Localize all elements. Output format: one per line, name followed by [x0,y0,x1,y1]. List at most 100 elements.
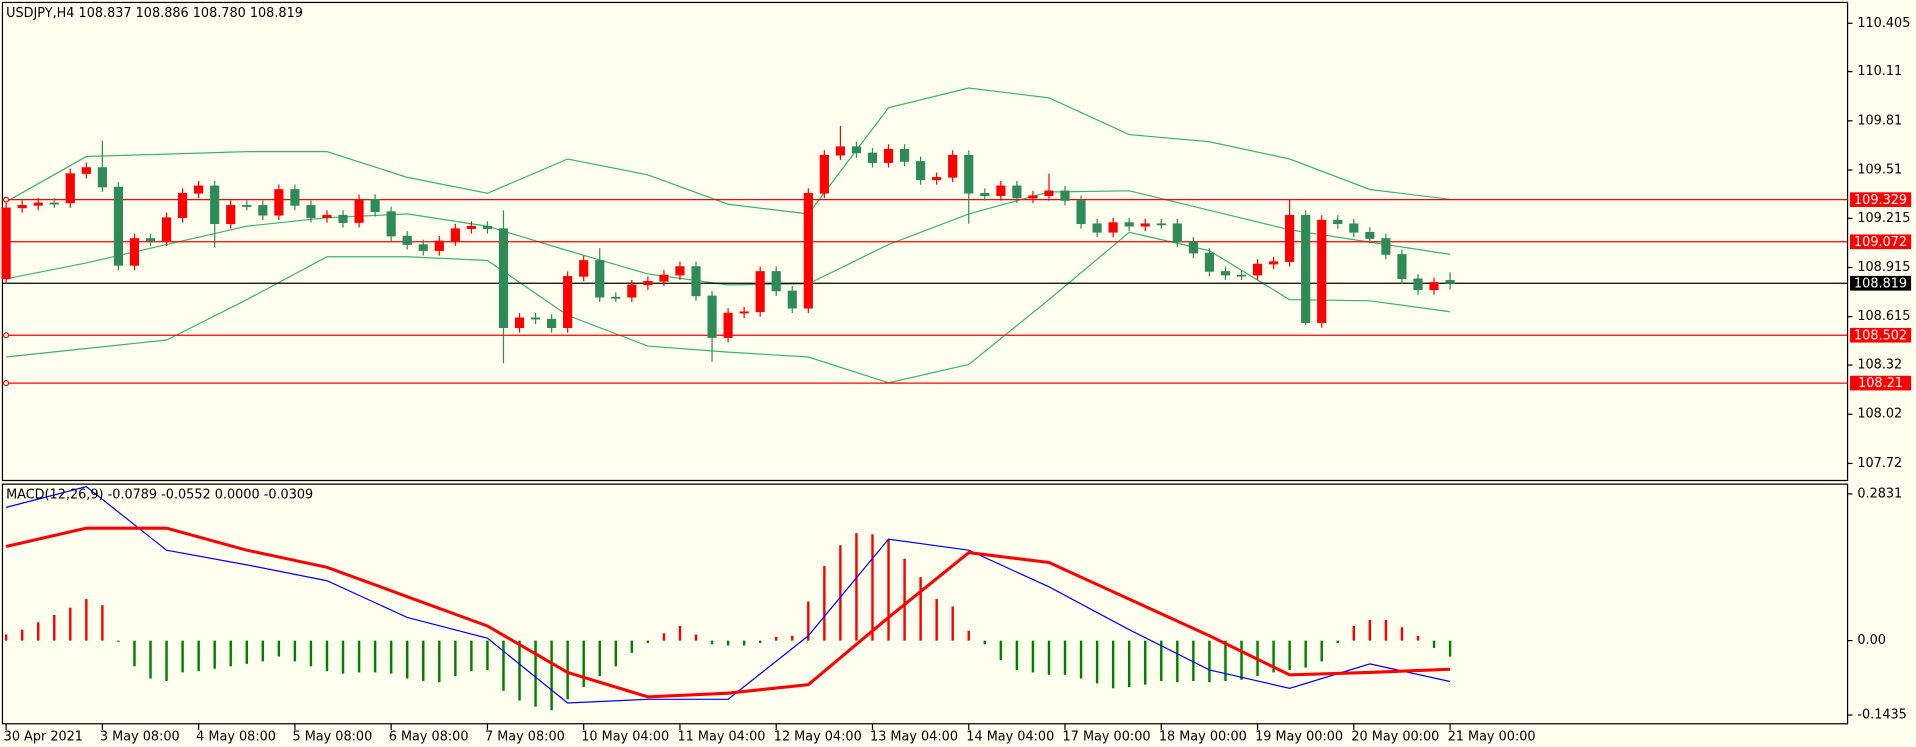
candle-body [1172,223,1182,243]
candle-body [113,186,124,266]
candle-body [1092,223,1102,233]
y-tick-label: 0.00 [1857,633,1886,648]
candle-body [290,189,300,206]
plot-layer: 110.405110.11109.81109.51109.215108.9151… [1,16,1912,745]
candle-body [883,148,894,163]
level-price-label: 109.329 [1854,193,1907,208]
candle-body [1317,219,1327,324]
candle-body [643,280,653,286]
candle-body [964,154,974,194]
x-tick-label: 4 May 08:00 [196,730,276,745]
candle-body [1381,238,1391,255]
candle-body [274,189,284,216]
candle-body [33,202,43,206]
candle-body [161,217,172,242]
x-tick-label: 12 May 04:00 [774,730,862,745]
candle-body [482,225,493,229]
y-tick-label: 109.215 [1857,211,1910,226]
candle-body [1028,195,1038,199]
candle-body [1285,214,1295,262]
candle-body [787,290,797,309]
candle-body [338,214,348,223]
candle-body [322,214,332,218]
x-tick-label: 19 May 00:00 [1255,730,1343,745]
candle-body [434,240,444,251]
y-tick-label: 108.02 [1857,407,1902,422]
candle-body [579,260,589,277]
candle-body [210,185,220,225]
y-tick-label: 108.615 [1857,309,1910,324]
level-anchor [3,332,10,339]
candle-body [659,274,669,282]
level-price-label: 108.21 [1858,376,1903,391]
candle-body [1188,241,1198,254]
candle-body [1349,223,1359,233]
candle-body [611,296,621,299]
candle-body [1060,190,1070,201]
candle-body [370,199,380,212]
candle-body [771,271,781,292]
candle-body [354,199,364,223]
candle-body [1413,278,1423,291]
candle-body [498,228,509,328]
candle-body [723,312,733,338]
candle-body [707,295,717,338]
candle-body [835,146,845,156]
candle-body [1365,231,1375,239]
last-price-label: 108.819 [1854,276,1907,291]
candle-body [691,266,701,297]
macd-line [5,485,1451,704]
candle-body [547,318,557,328]
candle-body [242,205,252,207]
candle-body [1301,214,1311,324]
level-anchor [3,196,10,203]
candle-body [65,173,75,204]
macd-panel-frame [1,483,1849,725]
candle-body [450,228,460,242]
x-tick-label: 10 May 04:00 [581,730,669,745]
candle-body [1236,274,1247,277]
level-price-box [1850,234,1912,250]
last-price-box [1850,275,1912,291]
bollinger-band [5,190,1451,286]
candle-body [418,244,428,251]
macd-title: MACD(12,26,9) -0.0789 -0.0552 0.0000 -0.… [6,488,313,503]
x-tick-label: 13 May 04:00 [870,730,958,745]
candle-body [996,185,1006,197]
level-price-box [1850,327,1912,343]
x-tick-label: 20 May 00:00 [1351,730,1439,745]
y-tick-label: 110.11 [1857,64,1902,79]
candle-body [386,211,396,237]
candle-body [1044,190,1054,197]
candle-body [1156,223,1166,226]
x-tick-label: 30 Apr 2021 [4,730,83,745]
candle-body [739,311,749,314]
x-tick-label: 3 May 08:00 [100,730,180,745]
bollinger-band [5,87,1451,215]
level-price-label: 109.072 [1854,235,1907,250]
candle-body [563,276,573,328]
y-tick-label: 109.51 [1857,162,1902,177]
candle-body [81,167,91,174]
level-price-label: 108.502 [1854,328,1907,343]
candle-body [1445,280,1455,284]
x-tick-label: 17 May 00:00 [1063,730,1151,745]
candle-body [226,205,236,225]
y-tick-label: 107.72 [1857,456,1902,471]
candle-body [1429,282,1439,291]
candle-body [1204,252,1214,272]
candle-body [627,284,637,298]
candle-body [466,225,476,229]
candle-body [530,317,541,320]
candle-body [97,167,107,188]
level-anchor [3,380,10,387]
level-price-box [1850,192,1912,207]
candle-body [980,192,990,197]
candle-body [675,266,685,276]
candle-body [1012,185,1022,199]
y-tick-label: 110.405 [1857,16,1910,31]
